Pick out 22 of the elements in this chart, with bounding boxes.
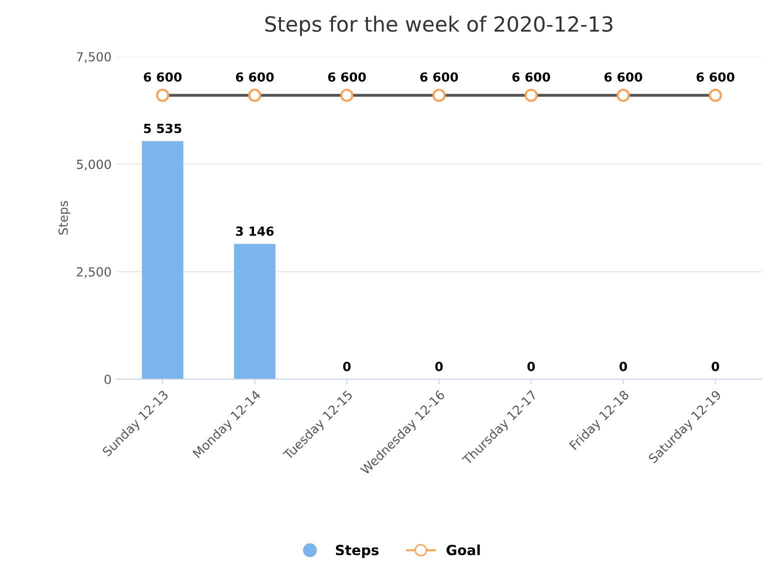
y-axis-title: Steps <box>58 201 70 235</box>
data-label: 0 <box>435 362 443 372</box>
data-label: 0 <box>620 362 628 372</box>
y-tick-label: 0 <box>104 374 111 384</box>
data-label: 6 600 <box>420 72 458 82</box>
data-label: 0 <box>343 362 351 372</box>
data-label: 6 600 <box>236 72 274 82</box>
data-label: 5 535 <box>144 124 182 134</box>
y-tick-label: 5,000 <box>76 160 111 170</box>
y-tick-label: 2,500 <box>76 267 111 278</box>
y-tick-label: 7,500 <box>76 52 111 63</box>
data-label: 6 600 <box>512 72 550 82</box>
chart-title: Steps for the week of 2020-12-13 <box>265 16 612 36</box>
legend-label: Goal <box>446 544 480 556</box>
data-label: 0 <box>527 362 535 372</box>
data-label: 6 600 <box>144 72 182 82</box>
data-label: 3 146 <box>236 226 274 236</box>
legend-label: Steps <box>336 544 379 558</box>
data-label: 6 600 <box>328 72 366 82</box>
data-label: 0 <box>712 362 720 372</box>
data-label: 6 600 <box>604 72 642 82</box>
data-label: 6 600 <box>696 72 734 82</box>
